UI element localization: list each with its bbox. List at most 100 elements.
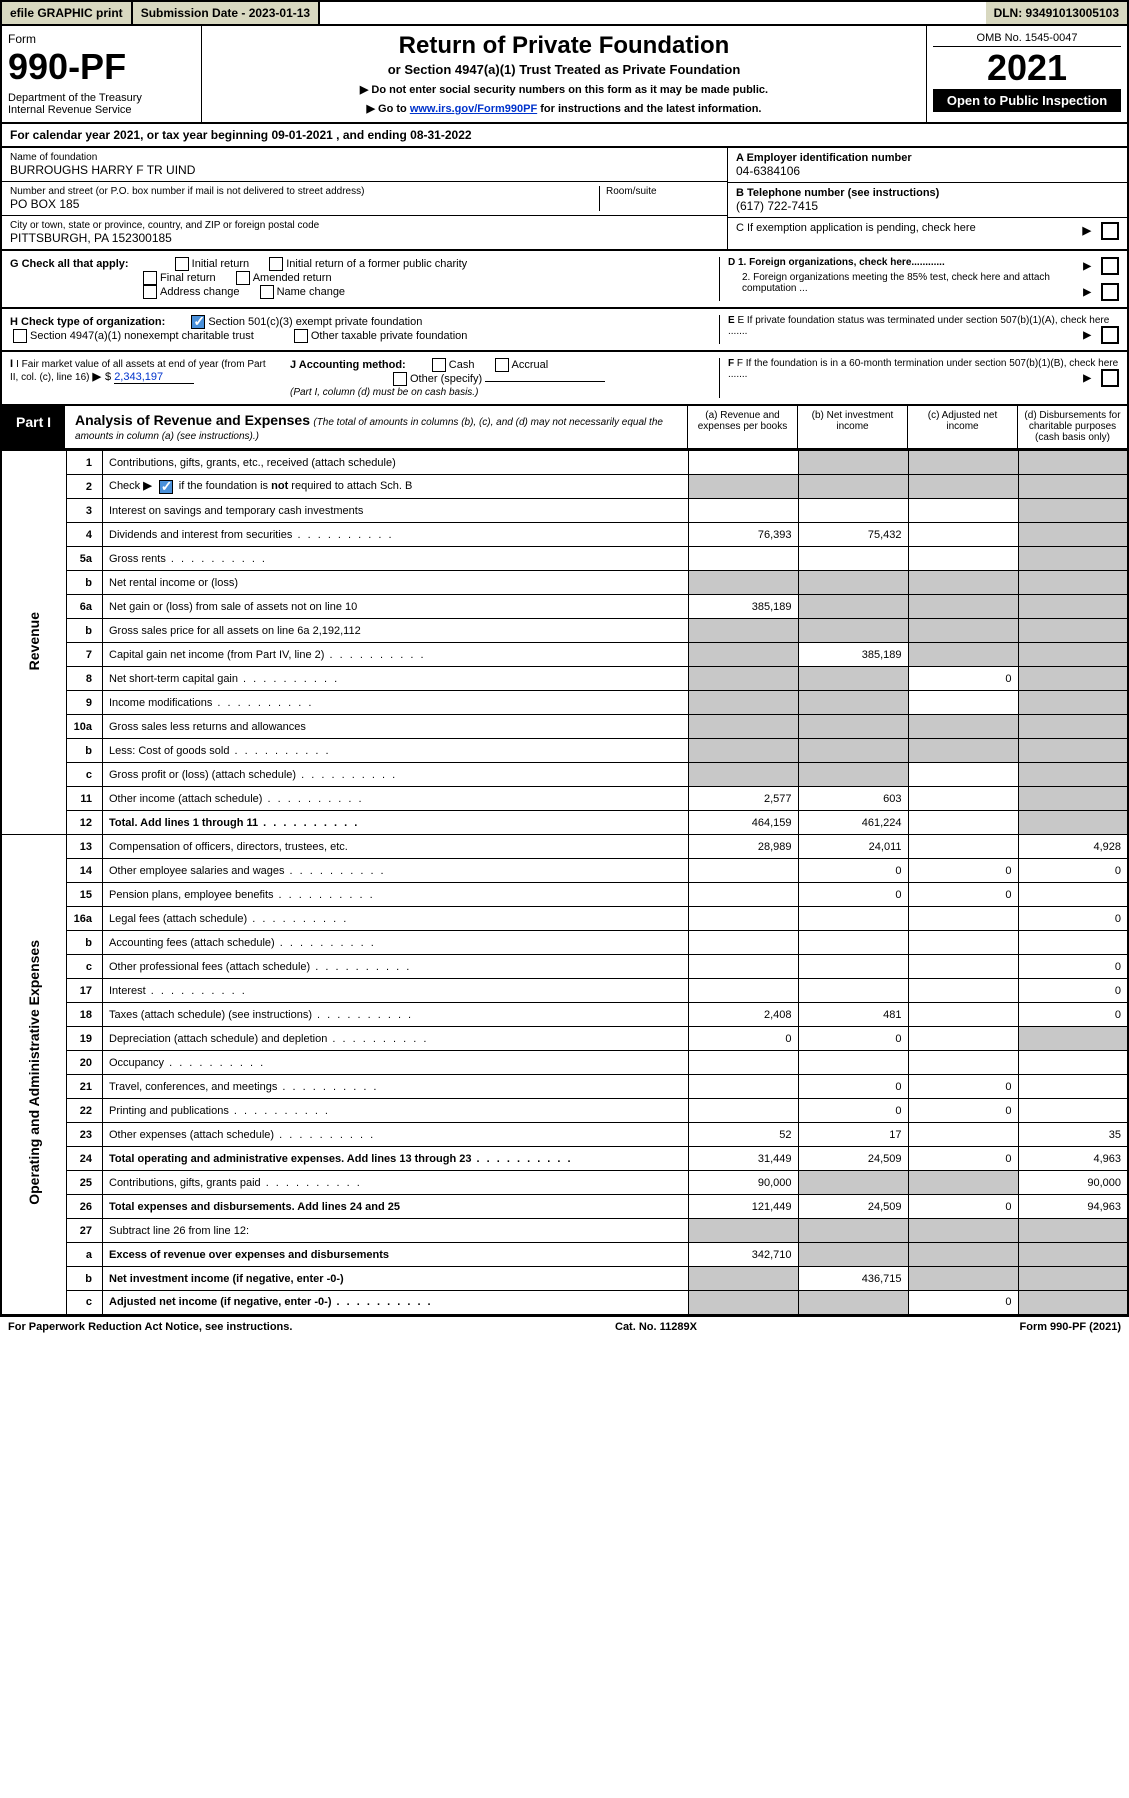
line-number: 26 <box>67 1195 103 1219</box>
amount-cell <box>688 451 798 475</box>
table-row: cOther professional fees (attach schedul… <box>1 955 1128 979</box>
sch-b-checkbox[interactable] <box>159 480 173 494</box>
amount-cell <box>908 1027 1018 1051</box>
phone-value: (617) 722-7415 <box>736 199 1119 213</box>
header-right: OMB No. 1545-0047 2021 Open to Public In… <box>927 26 1127 122</box>
e-checkbox[interactable] <box>1101 326 1119 344</box>
line-description: Depreciation (attach schedule) and deple… <box>103 1027 689 1051</box>
line-number: 27 <box>67 1219 103 1243</box>
table-row: bLess: Cost of goods sold <box>1 739 1128 763</box>
amount-cell <box>1018 811 1128 835</box>
line-description: Contributions, gifts, grants paid <box>103 1171 689 1195</box>
amount-cell <box>1018 595 1128 619</box>
ein-label: A Employer identification number <box>736 152 1119 164</box>
dept-label: Department of the Treasury <box>8 92 195 104</box>
address-change-checkbox[interactable] <box>143 285 157 299</box>
form-footer-label: Form 990-PF (2021) <box>1020 1321 1121 1333</box>
amount-cell <box>908 979 1018 1003</box>
f-checkbox[interactable] <box>1101 369 1119 387</box>
paperwork-notice: For Paperwork Reduction Act Notice, see … <box>8 1321 292 1333</box>
4947a1-checkbox[interactable] <box>13 329 27 343</box>
line-number: 3 <box>67 499 103 523</box>
line-description: Travel, conferences, and meetings <box>103 1075 689 1099</box>
amount-cell: 0 <box>1018 979 1128 1003</box>
amount-cell <box>798 1219 908 1243</box>
final-return-checkbox[interactable] <box>143 271 157 285</box>
amount-cell <box>908 595 1018 619</box>
line-number: b <box>67 739 103 763</box>
amount-cell <box>798 571 908 595</box>
amount-cell <box>908 619 1018 643</box>
table-row: 12Total. Add lines 1 through 11464,15946… <box>1 811 1128 835</box>
line-number: 22 <box>67 1099 103 1123</box>
line-description: Total operating and administrative expen… <box>103 1147 689 1171</box>
amount-cell <box>688 715 798 739</box>
part1-title: Analysis of Revenue and Expenses (The to… <box>65 406 687 448</box>
amount-cell <box>908 931 1018 955</box>
amount-cell <box>908 1267 1018 1291</box>
amount-cell: 603 <box>798 787 908 811</box>
amount-cell <box>798 931 908 955</box>
line-description: Gross sales price for all assets on line… <box>103 619 689 643</box>
amount-cell <box>908 523 1018 547</box>
line-number: 24 <box>67 1147 103 1171</box>
line-description: Accounting fees (attach schedule) <box>103 931 689 955</box>
expenses-side-label: Operating and Administrative Expenses <box>1 835 67 1315</box>
amount-cell: 24,509 <box>798 1195 908 1219</box>
exemption-pending-checkbox[interactable] <box>1101 222 1119 240</box>
amount-cell: 24,011 <box>798 835 908 859</box>
city-label: City or town, state or province, country… <box>10 220 719 231</box>
line-description: Other income (attach schedule) <box>103 787 689 811</box>
street-address: PO BOX 185 <box>10 197 599 211</box>
table-row: 16aLegal fees (attach schedule)0 <box>1 907 1128 931</box>
amount-cell <box>688 979 798 1003</box>
amended-return-checkbox[interactable] <box>236 271 250 285</box>
d2-label: 2. Foreign organizations meeting the 85%… <box>742 272 1050 294</box>
accrual-checkbox[interactable] <box>495 358 509 372</box>
line-description: Adjusted net income (if negative, enter … <box>103 1291 689 1315</box>
amount-cell <box>908 547 1018 571</box>
j-note: (Part I, column (d) must be on cash basi… <box>290 387 478 398</box>
line-number: 23 <box>67 1123 103 1147</box>
other-method-checkbox[interactable] <box>393 372 407 386</box>
line-description: Other professional fees (attach schedule… <box>103 955 689 979</box>
room-label: Room/suite <box>606 186 719 197</box>
cash-checkbox[interactable] <box>432 358 446 372</box>
amount-cell <box>1018 475 1128 499</box>
amount-cell <box>798 499 908 523</box>
line-number: b <box>67 571 103 595</box>
form-url-link[interactable]: www.irs.gov/Form990PF <box>410 103 537 115</box>
amount-cell <box>908 643 1018 667</box>
amount-cell <box>1018 931 1128 955</box>
amount-cell <box>688 739 798 763</box>
amount-cell <box>798 979 908 1003</box>
d2-checkbox[interactable] <box>1101 283 1119 301</box>
other-taxable-checkbox[interactable] <box>294 329 308 343</box>
amount-cell <box>798 667 908 691</box>
dln: DLN: 93491013005103 <box>986 2 1127 24</box>
table-row: cAdjusted net income (if negative, enter… <box>1 1291 1128 1315</box>
line-description: Taxes (attach schedule) (see instruction… <box>103 1003 689 1027</box>
col-d-header: (d) Disbursements for charitable purpose… <box>1017 406 1127 448</box>
amount-cell: 24,509 <box>798 1147 908 1171</box>
name-change-checkbox[interactable] <box>260 285 274 299</box>
revenue-side-label: Revenue <box>1 451 67 835</box>
initial-return-checkbox[interactable] <box>175 257 189 271</box>
501c3-checkbox[interactable] <box>191 315 205 329</box>
amount-cell <box>908 1003 1018 1027</box>
line-number: 1 <box>67 451 103 475</box>
amount-cell: 464,159 <box>688 811 798 835</box>
amount-cell: 35 <box>1018 1123 1128 1147</box>
amount-cell <box>908 1051 1018 1075</box>
table-row: 19Depreciation (attach schedule) and dep… <box>1 1027 1128 1051</box>
line-description: Gross profit or (loss) (attach schedule) <box>103 763 689 787</box>
line-number: 15 <box>67 883 103 907</box>
initial-return-public-checkbox[interactable] <box>269 257 283 271</box>
amount-cell <box>908 571 1018 595</box>
amount-cell: 481 <box>798 1003 908 1027</box>
line-number: 13 <box>67 835 103 859</box>
form-subtitle: or Section 4947(a)(1) Trust Treated as P… <box>208 62 920 77</box>
d1-checkbox[interactable] <box>1101 257 1119 275</box>
line-number: 10a <box>67 715 103 739</box>
irs-label: Internal Revenue Service <box>8 104 195 116</box>
